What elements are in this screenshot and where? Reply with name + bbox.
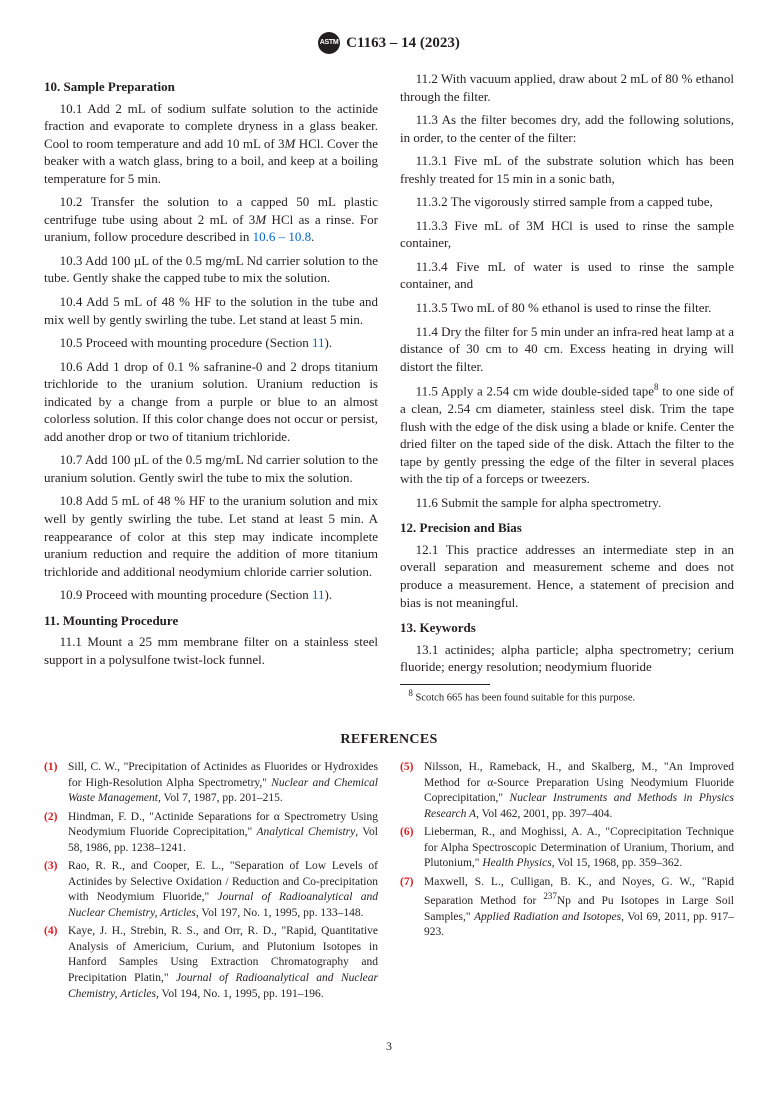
reference-number: (3) (44, 859, 66, 921)
reference-item: (7)Maxwell, S. L., Culligan, B. K., and … (400, 875, 734, 941)
para-10-2: 10.2 Transfer the solution to a capped 5… (44, 193, 378, 246)
standard-header: ASTM C1163 – 14 (2023) (44, 32, 734, 54)
para-11-5: 11.5 Apply a 2.54 cm wide double-sided t… (400, 381, 734, 488)
reference-item: (2)Hindman, F. D., "Actinide Separations… (44, 810, 378, 857)
para-11-3-5: 11.3.5 Two mL of 80 % ethanol is used to… (400, 299, 734, 317)
section-13-title: 13. Keywords (400, 619, 734, 637)
reference-text: Sill, C. W., "Precipitation of Actinides… (66, 760, 378, 807)
reference-text: Lieberman, R., and Moghissi, A. A., "Cop… (422, 825, 734, 872)
para-10-8: 10.8 Add 5 mL of 48 % HF to the uranium … (44, 492, 378, 580)
reference-number: (1) (44, 760, 66, 807)
reference-number: (6) (400, 825, 422, 872)
para-11-4: 11.4 Dry the filter for 5 min under an i… (400, 323, 734, 376)
reference-item: (5)Nilsson, H., Rameback, H., and Skalbe… (400, 760, 734, 822)
body-columns: 10. Sample Preparation 10.1 Add 2 mL of … (44, 70, 734, 705)
section-10-title: 10. Sample Preparation (44, 78, 378, 96)
reference-number: (4) (44, 924, 66, 1002)
link-section-11b[interactable]: 11 (312, 587, 325, 602)
footnote-8: 8 Scotch 665 has been found suitable for… (400, 687, 734, 706)
references-list: (1)Sill, C. W., "Precipitation of Actini… (44, 760, 734, 1002)
para-10-4: 10.4 Add 5 mL of 48 % HF to the solution… (44, 293, 378, 328)
page-number: 3 (44, 1038, 734, 1054)
reference-item: (1)Sill, C. W., "Precipitation of Actini… (44, 760, 378, 807)
para-11-6: 11.6 Submit the sample for alpha spectro… (400, 494, 734, 512)
para-12-1: 12.1 This practice addresses an intermed… (400, 541, 734, 611)
para-11-3-4: 11.3.4 Five mL of water is used to rinse… (400, 258, 734, 293)
reference-number: (7) (400, 875, 422, 941)
para-10-1: 10.1 Add 2 mL of sodium sulfate solution… (44, 100, 378, 188)
footnote-separator (400, 684, 490, 685)
reference-text: Kaye, J. H., Strebin, R. S., and Orr, R.… (66, 924, 378, 1002)
astm-logo: ASTM (318, 32, 340, 54)
references-title: REFERENCES (44, 731, 734, 750)
reference-number: (2) (44, 810, 66, 857)
section-11-title: 11. Mounting Procedure (44, 612, 378, 630)
reference-text: Hindman, F. D., "Actinide Separations fo… (66, 810, 378, 857)
reference-text: Nilsson, H., Rameback, H., and Skalberg,… (422, 760, 734, 822)
link-10-6-10-8[interactable]: 10.6 – 10.8 (253, 229, 312, 244)
reference-item: (4)Kaye, J. H., Strebin, R. S., and Orr,… (44, 924, 378, 1002)
reference-item: (3)Rao, R. R., and Cooper, E. L., "Separ… (44, 859, 378, 921)
para-11-3-1: 11.3.1 Five mL of the substrate solution… (400, 152, 734, 187)
para-11-3-2: 11.3.2 The vigorously stirred sample fro… (400, 193, 734, 211)
para-10-6: 10.6 Add 1 drop of 0.1 % safranine-0 and… (44, 358, 378, 446)
designation: C1163 – 14 (2023) (346, 33, 460, 53)
section-12-title: 12. Precision and Bias (400, 519, 734, 537)
para-11-3: 11.3 As the filter becomes dry, add the … (400, 111, 734, 146)
para-11-3-3: 11.3.3 Five mL of 3M HCl is used to rins… (400, 217, 734, 252)
para-11-2: 11.2 With vacuum applied, draw about 2 m… (400, 70, 734, 105)
para-10-7: 10.7 Add 100 µL of the 0.5 mg/mL Nd carr… (44, 451, 378, 486)
reference-text: Maxwell, S. L., Culligan, B. K., and Noy… (422, 875, 734, 941)
para-11-1: 11.1 Mount a 25 mm membrane filter on a … (44, 633, 378, 668)
reference-number: (5) (400, 760, 422, 822)
para-10-9: 10.9 Proceed with mounting procedure (Se… (44, 586, 378, 604)
reference-item: (6)Lieberman, R., and Moghissi, A. A., "… (400, 825, 734, 872)
para-10-3: 10.3 Add 100 µL of the 0.5 mg/mL Nd carr… (44, 252, 378, 287)
para-10-5: 10.5 Proceed with mounting procedure (Se… (44, 334, 378, 352)
reference-text: Rao, R. R., and Cooper, E. L., "Separati… (66, 859, 378, 921)
para-13-1: 13.1 actinides; alpha particle; alpha sp… (400, 641, 734, 676)
link-section-11a[interactable]: 11 (312, 335, 325, 350)
